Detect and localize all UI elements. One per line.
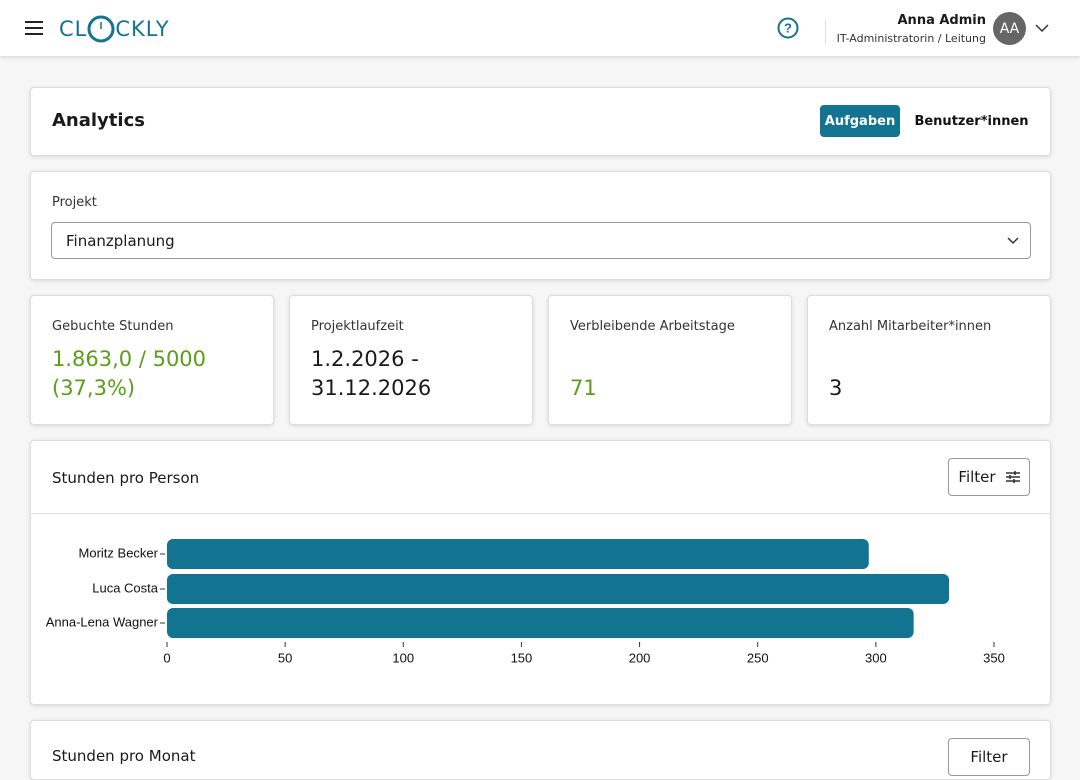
logo-text: CL <box>59 17 88 41</box>
avatar[interactable]: AA <box>993 12 1026 45</box>
stat-label: Gebuchte Stunden <box>52 319 174 334</box>
stat-value: 71 <box>570 376 597 400</box>
chart-card: Stunden pro Person Filter 0 50 100 150 200 25… <box>30 440 1051 705</box>
menu-icon[interactable] <box>25 20 43 36</box>
logo-text: CKLY <box>115 17 170 41</box>
user-menu-chevron[interactable] <box>1035 23 1049 33</box>
card-divider <box>31 513 1050 514</box>
user-name: Anna Admin <box>897 13 987 28</box>
project-card: Projekt Finanzplanung <box>30 171 1051 280</box>
project-value: Finanzplanung <box>66 232 175 250</box>
y-tick-label: Anna-Lena Wagner <box>46 614 159 629</box>
filter-button[interactable]: Filter <box>948 458 1030 496</box>
x-tick-label: 0 <box>163 650 170 665</box>
stat-value: 3 <box>829 376 843 400</box>
analytics-card: Analytics Aufgaben Benutzer*innen <box>30 87 1051 156</box>
stat-card: Anzahl Mitarbeiter*innen 3 <box>807 295 1051 425</box>
filter-label: Filter <box>958 468 996 486</box>
filter-icon <box>1005 471 1020 483</box>
stat-value: 1.2.2026 - 31.12.2026 <box>311 347 432 400</box>
x-tick-label: 100 <box>392 650 414 665</box>
stat-card: Verbleibende Arbeitstage 71 <box>548 295 792 425</box>
x-tick-label: 50 <box>278 650 292 665</box>
stat-card: Projektlaufzeit 1.2.2026 - 31.12.2026 <box>289 295 533 425</box>
x-tick-label: 300 <box>865 650 887 665</box>
tab-button[interactable]: Aufgaben <box>820 105 900 137</box>
stat-value: 1.863,0 / 5000 (37,3%) <box>52 347 207 400</box>
filter-label: Filter <box>970 748 1008 766</box>
y-tick-label: Moritz Becker <box>79 545 159 560</box>
svg-text:?: ? <box>784 20 792 35</box>
project-label: Projekt <box>52 195 97 210</box>
stat-card: Gebuchte Stunden 1.863,0 / 5000 (37,3%) <box>30 295 274 425</box>
bar <box>167 608 914 638</box>
help-icon[interactable]: ? <box>777 17 799 39</box>
x-tick-label: 150 <box>511 650 533 665</box>
bar-chart: 0 50 100 150 200 250 300 350 Moritz Becker Luca C… <box>46 539 1005 665</box>
stat-label: Verbleibende Arbeitstage <box>570 319 735 334</box>
chart-title: Stunden pro Person <box>52 469 200 487</box>
logo[interactable]: CL CKLY <box>59 15 170 43</box>
stat-label: Anzahl Mitarbeiter*innen <box>829 319 992 334</box>
project-select[interactable]: Finanzplanung <box>51 222 1031 259</box>
select-chevron <box>1007 237 1019 245</box>
tab-button[interactable]: Benutzer*innen <box>914 113 1029 129</box>
divider <box>825 20 826 44</box>
stat-label: Projektlaufzeit <box>311 319 404 334</box>
month-card: Stunden pro Monat Filter <box>30 720 1051 780</box>
x-tick-label: 250 <box>747 650 769 665</box>
filter-button[interactable]: Filter <box>948 738 1030 776</box>
card-title: Stunden pro Monat <box>52 747 196 765</box>
page-title: Analytics <box>52 110 145 131</box>
logo-clock <box>87 15 115 43</box>
bar <box>167 539 869 569</box>
x-tick-label: 350 <box>983 650 1005 665</box>
top-bar: CL CKLY ? Anna Admin IT-Administratorin … <box>0 0 1080 56</box>
user-role: IT-Administratorin / Leitung <box>836 32 986 45</box>
y-tick-label: Luca Costa <box>92 580 159 595</box>
bar <box>167 574 950 604</box>
x-tick-label: 200 <box>629 650 651 665</box>
